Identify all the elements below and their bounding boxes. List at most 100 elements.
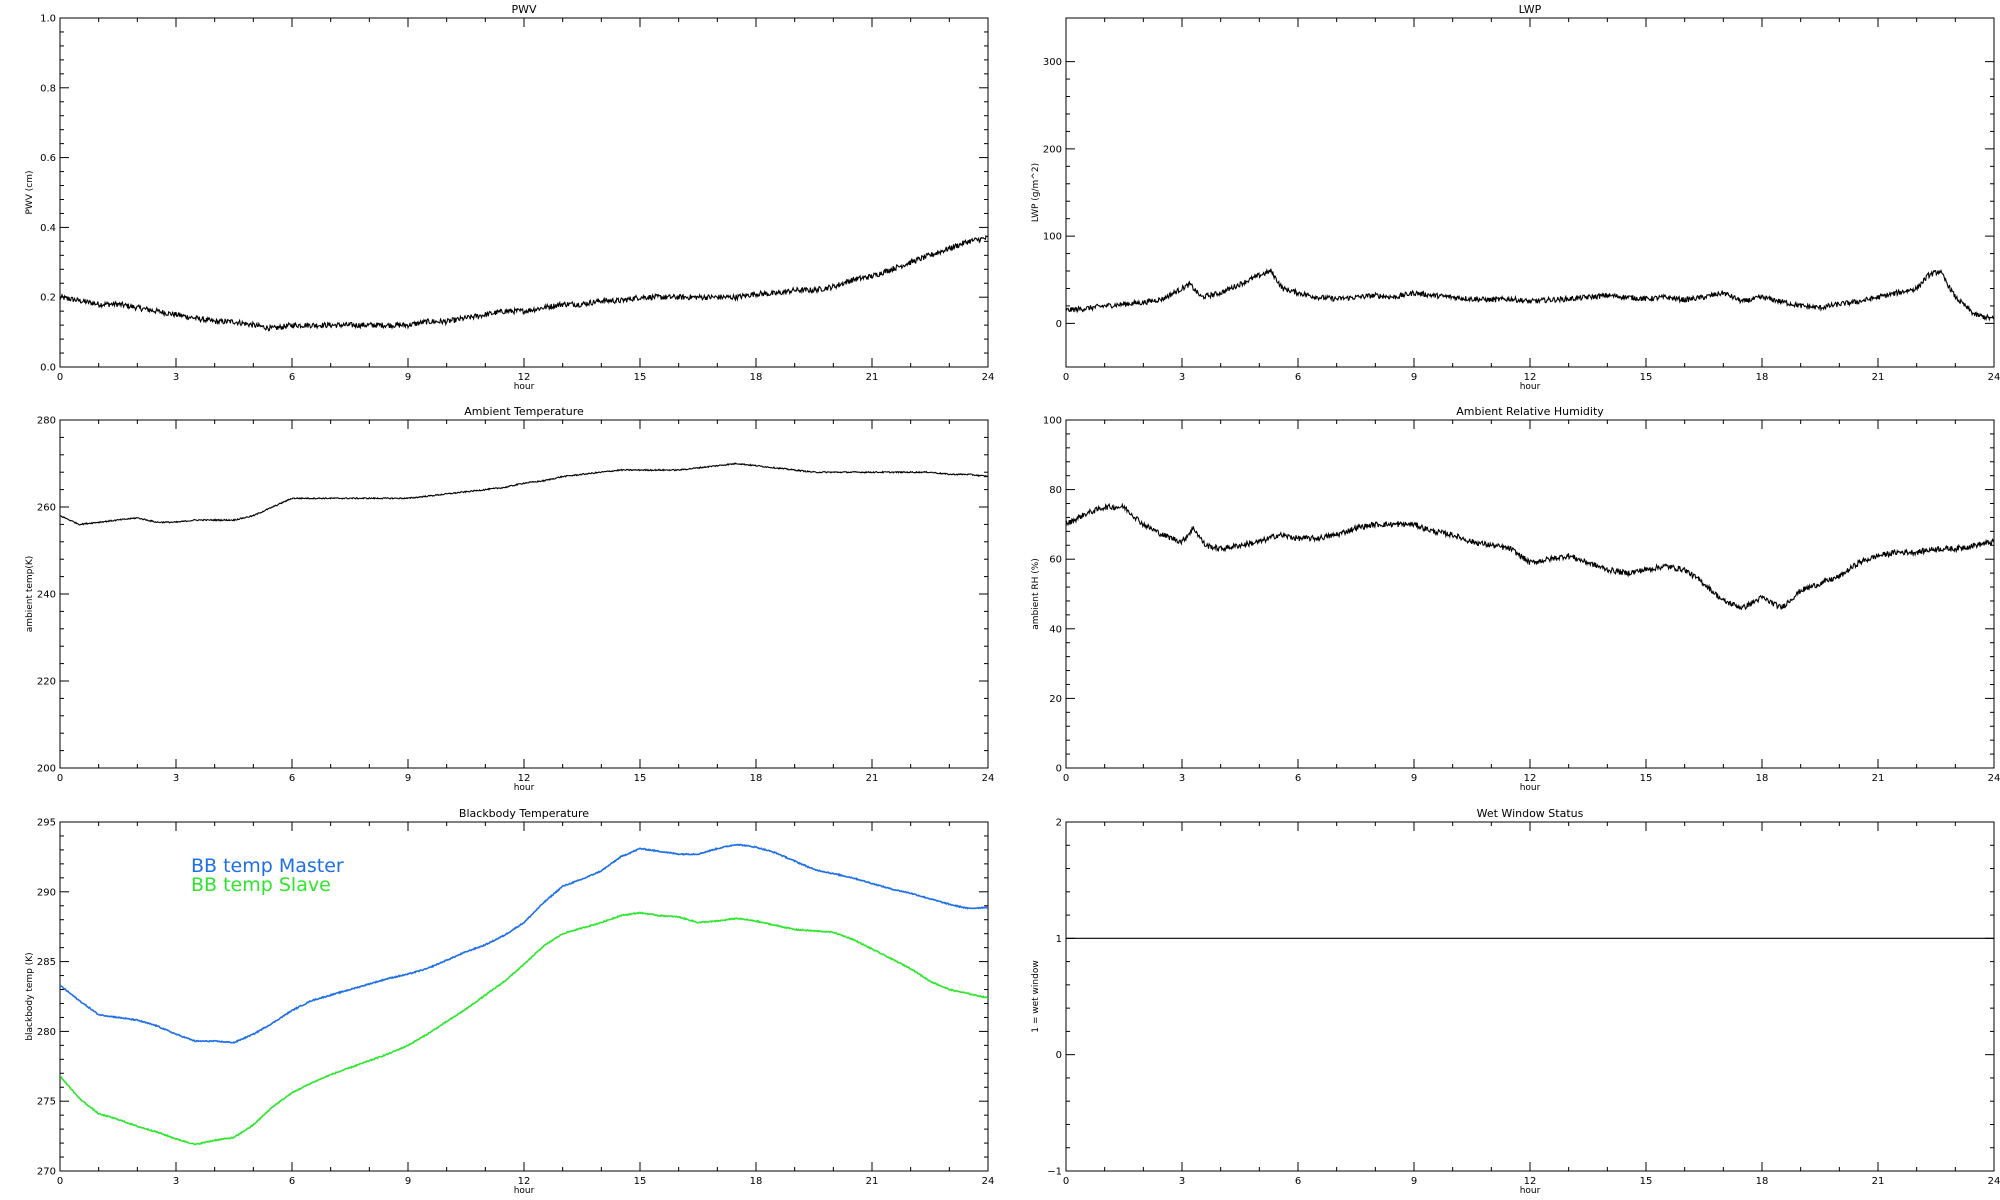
- x-tick-label: 12: [518, 372, 531, 383]
- y-tick-label: 240: [37, 590, 56, 601]
- x-tick-label: 3: [173, 773, 179, 784]
- x-tick-label: 0: [1063, 1176, 1069, 1187]
- y-tick-label: 0.0: [40, 363, 56, 374]
- y-tick-label: 1: [1056, 934, 1062, 945]
- y-tick-label: 0: [1056, 764, 1062, 775]
- x-tick-label: 9: [405, 372, 411, 383]
- x-tick-label: 21: [1872, 372, 1885, 383]
- y-tick-label: 20: [1049, 694, 1062, 705]
- y-tick-label: −1: [1047, 1167, 1062, 1178]
- x-tick-label: 24: [1988, 372, 2000, 383]
- x-tick-label: 15: [1640, 1176, 1653, 1187]
- x-tick-label: 6: [289, 372, 295, 383]
- x-tick-label: 12: [518, 773, 531, 784]
- x-tick-label: 9: [1411, 372, 1417, 383]
- chart-title: Wet Window Status: [1477, 807, 1584, 820]
- series-line-bb-temp-master: [60, 843, 988, 1044]
- x-tick-label: 21: [866, 773, 879, 784]
- chart-title: Ambient Relative Humidity: [1456, 405, 1604, 418]
- y-tick-label: 280: [37, 1027, 56, 1038]
- y-tick-label: 275: [37, 1097, 56, 1108]
- x-tick-label: 15: [1640, 372, 1653, 383]
- x-tick-label: 12: [1524, 1176, 1537, 1187]
- x-tick-label: 18: [1756, 1176, 1769, 1187]
- x-axis-label: hour: [1520, 382, 1541, 392]
- series-line-0: [60, 234, 988, 332]
- x-tick-label: 6: [289, 773, 295, 784]
- chart-title: PWV: [511, 3, 537, 16]
- y-axis-label: ambient temp(K): [25, 556, 35, 633]
- series-line-0: [1066, 502, 1994, 611]
- y-axis-label: PWV (cm): [25, 170, 35, 214]
- chart-blackbody-temperature: Blackbody Temperature 0 3 6 9 12 15 18 21 24 hour 2…: [25, 807, 994, 1196]
- y-axis-label: LWP (g/m^2): [1031, 163, 1041, 222]
- x-tick-label: 21: [866, 372, 879, 383]
- chart-title: LWP: [1519, 3, 1542, 16]
- x-tick-label: 9: [1411, 1176, 1417, 1187]
- x-tick-label: 18: [750, 1176, 763, 1187]
- y-tick-label: 200: [1043, 144, 1062, 155]
- legend-entry: BB temp Slave: [191, 874, 331, 896]
- y-tick-label: 300: [1043, 57, 1062, 68]
- x-axis-label: hour: [1520, 1186, 1541, 1196]
- x-tick-label: 0: [57, 773, 63, 784]
- plot-frame: [1065, 821, 1995, 1172]
- x-tick-label: 24: [982, 372, 995, 383]
- y-tick-label: 100: [1043, 232, 1062, 243]
- plot-frame: [59, 17, 989, 368]
- x-tick-label: 15: [634, 1176, 647, 1187]
- x-tick-label: 3: [1179, 773, 1185, 784]
- x-tick-label: 6: [1295, 773, 1301, 784]
- chart-title: Blackbody Temperature: [459, 807, 589, 820]
- chart-ambient-temperature: Ambient Temperature 0 3 6 9 12 15 18 21 24 hour 200…: [25, 405, 994, 793]
- x-tick-label: 0: [57, 372, 63, 383]
- y-tick-label: 220: [37, 677, 56, 688]
- y-axis-label: 1 = wet window: [1031, 960, 1041, 1032]
- x-tick-label: 9: [405, 773, 411, 784]
- x-tick-label: 18: [1756, 372, 1769, 383]
- plot-frame: [1065, 419, 1995, 769]
- series-line-0: [1066, 268, 1994, 322]
- chart-pwv: PWV 0 3 6 9 12 15 18 21 24 hour 0.0 0.2 0.4 0.6 0.8 1.0 P…: [25, 3, 994, 392]
- y-tick-label: 80: [1049, 485, 1062, 496]
- x-tick-label: 6: [289, 1176, 295, 1187]
- y-tick-label: 270: [37, 1167, 56, 1178]
- x-tick-label: 0: [1063, 372, 1069, 383]
- x-tick-label: 3: [1179, 372, 1185, 383]
- y-tick-label: 2: [1056, 818, 1062, 829]
- y-tick-label: 260: [37, 503, 56, 514]
- y-tick-label: 0.4: [40, 223, 56, 234]
- x-tick-label: 21: [1872, 1176, 1885, 1187]
- x-tick-label: 6: [1295, 1176, 1301, 1187]
- y-tick-label: 0: [1056, 319, 1062, 330]
- x-tick-label: 3: [173, 1176, 179, 1187]
- x-tick-label: 12: [1524, 773, 1537, 784]
- y-tick-label: 285: [37, 957, 56, 968]
- y-tick-label: 0.8: [40, 83, 56, 94]
- x-tick-label: 18: [750, 372, 763, 383]
- y-tick-label: 290: [37, 887, 56, 898]
- y-tick-label: 60: [1049, 555, 1062, 566]
- y-tick-label: 280: [37, 416, 56, 427]
- y-axis-label: ambient RH (%): [1031, 558, 1041, 630]
- series-line-bb-temp-slave: [60, 911, 988, 1146]
- x-tick-label: 0: [1063, 773, 1069, 784]
- x-axis-label: hour: [514, 783, 535, 793]
- y-tick-label: 0.2: [40, 293, 56, 304]
- y-tick-label: 1.0: [40, 14, 56, 25]
- chart-lwp: LWP 0 3 6 9 12 15 18 21 24 hour 0 100 200 300 LWP (g/m^…: [1031, 3, 2000, 392]
- legend-entry: BB temp Master: [191, 855, 344, 877]
- y-tick-label: 100: [1043, 416, 1062, 427]
- x-tick-label: 18: [750, 773, 763, 784]
- x-axis-label: hour: [1520, 783, 1541, 793]
- x-axis-label: hour: [514, 382, 535, 392]
- x-tick-label: 15: [634, 372, 647, 383]
- y-tick-label: 0.6: [40, 153, 56, 164]
- chart-title: Ambient Temperature: [464, 405, 584, 418]
- x-tick-label: 12: [1524, 372, 1537, 383]
- x-tick-label: 3: [173, 372, 179, 383]
- x-tick-label: 9: [1411, 773, 1417, 784]
- x-tick-label: 24: [1988, 1176, 2000, 1187]
